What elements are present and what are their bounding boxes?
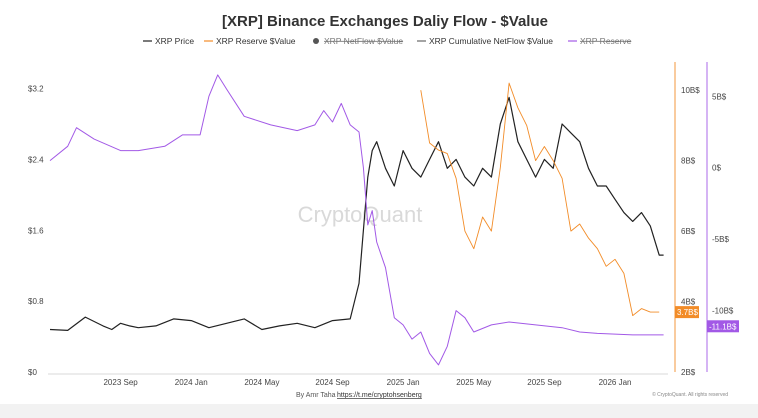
y-right2-tick-label-1: 5B$ (712, 92, 727, 101)
y-left-tick-label-1: $0 (28, 368, 37, 377)
y-left-tick-label-5: $3.2 (28, 85, 44, 94)
bottom-band (0, 404, 758, 418)
watermark: CryptoQuant (298, 202, 423, 227)
legend-item-4: XRP Cumulative NetFlow $Value (417, 36, 553, 46)
legend-item-1: XRP Price (143, 36, 194, 46)
y-right1-tick-label-2: 4B$ (681, 298, 696, 307)
x-tick-label-6: 2025 May (456, 378, 491, 387)
y-left-tick-label-3: $1.6 (28, 226, 44, 235)
x-tick-label-1: 2023 Sep (103, 378, 138, 387)
chart-title: [XRP] Binance Exchanges Daliy Flow - $Va… (222, 13, 548, 30)
series-layer (49, 74, 664, 366)
legend-item-3: XRP NetFlow $Value (313, 36, 403, 46)
y-left-tick-label-2: $0.8 (28, 297, 44, 306)
legend: XRP Price XRP Reserve $Value XRP NetFlow $… (143, 36, 632, 46)
y-left-tick-label-4: $2.4 (28, 155, 44, 164)
x-tick-label-5: 2025 Jan (387, 378, 420, 387)
x-tick-label-3: 2024 May (244, 378, 279, 387)
y-right2-tick-label-4: -10B$ (712, 307, 734, 316)
y-right1-tick-label-5: 10B$ (681, 86, 700, 95)
reserve-value-badge-text: 3.7B$ (677, 308, 698, 317)
copyright-text: © CryptoQuant. All rights reserved (652, 391, 728, 398)
y-right2-tick-label-2: 0$ (712, 164, 721, 173)
y-right1-tick-label-3: 6B$ (681, 227, 696, 236)
badges-layer: 3.7B$ -11.1B$ (675, 306, 739, 333)
x-tick-label-8: 2026 Jan (599, 378, 632, 387)
y-right2-tick-label-3: -5B$ (712, 235, 729, 244)
legend-label-5: XRP Reserve (580, 36, 632, 46)
legend-label-3: XRP NetFlow $Value (324, 36, 403, 46)
legend-label-1: XRP Price (155, 36, 194, 46)
legend-label-2: XRP Reserve $Value (216, 36, 296, 46)
series-line-3 (49, 74, 664, 366)
legend-label-4: XRP Cumulative NetFlow $Value (429, 36, 553, 46)
cumulative-netflow-badge-text: -11.1B$ (709, 322, 737, 331)
reserve-value-badge (675, 306, 699, 319)
cumulative-netflow-badge (707, 320, 739, 333)
legend-item-2: XRP Reserve $Value (204, 36, 296, 46)
footer-link[interactable]: https://t.me/cryptohsenberg (337, 392, 422, 399)
x-tick-label-2: 2024 Jan (175, 378, 208, 387)
x-tick-label-7: 2025 Sep (527, 378, 562, 387)
ticks-layer: 2023 Sep 2024 Jan 2024 May 2024 Sep 2025 Jan… (28, 62, 734, 387)
legend-item-5: XRP Reserve (568, 36, 632, 46)
footer-author: By Amr Taha (296, 392, 336, 399)
y-right1-tick-label-4: 8B$ (681, 157, 696, 166)
x-tick-label-4: 2024 Sep (315, 378, 350, 387)
series-line-1 (49, 96, 664, 331)
series-line-2 (420, 82, 660, 317)
legend-marker-3 (313, 38, 319, 44)
y-right1-tick-label-1: 2B$ (681, 368, 696, 377)
